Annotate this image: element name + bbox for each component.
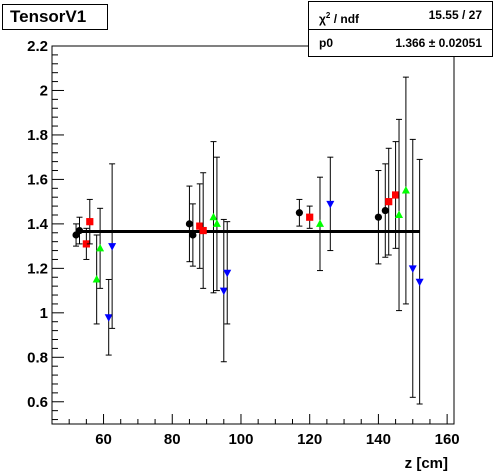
y-tick-label: 1.2 xyxy=(27,260,48,277)
data-point-triangle-down xyxy=(326,200,335,209)
data-point-circle xyxy=(374,213,383,221)
data-point-square xyxy=(391,191,400,199)
data-point-square xyxy=(196,222,204,230)
y-tick-label: 1.4 xyxy=(27,216,49,233)
data-point-square xyxy=(306,213,314,221)
x-tick-label: 140 xyxy=(366,431,391,448)
data-point-triangle-down xyxy=(408,265,417,273)
data-point-triangle-up xyxy=(92,274,101,283)
y-tick-label: 1 xyxy=(40,305,48,322)
chi2-ndf-value: 15.55 / 27 xyxy=(428,8,482,22)
y-tick-label: 1.6 xyxy=(27,171,48,188)
data-point-circle xyxy=(295,209,303,217)
data-point-triangle-down xyxy=(415,278,424,287)
data-point-triangle-down xyxy=(104,314,113,322)
x-tick-label: 80 xyxy=(164,431,181,448)
x-tick-label: 60 xyxy=(95,431,112,448)
data-point-circle xyxy=(189,231,197,239)
data-point-circle xyxy=(381,206,389,215)
data-point-square xyxy=(385,198,393,206)
y-tick-label: 1.8 xyxy=(27,127,48,144)
data-point-square xyxy=(86,218,94,226)
chi2-ndf-label: χ2 / ndf xyxy=(319,11,360,26)
data-point-circle xyxy=(185,220,194,228)
data-point-triangle-up xyxy=(401,186,410,194)
axis-ticks xyxy=(51,45,448,424)
y-tick-label: 0.6 xyxy=(27,394,48,411)
y-tick-label: 0.8 xyxy=(27,349,48,366)
tick-labels: 60 80 100 120 140 160 0.6 0.8 1 1.2 1.4 1.6 1.8 2 2.2 xyxy=(27,38,460,448)
stats-row-chi2: χ2 / ndf 15.55 / 27 xyxy=(309,2,492,30)
data-point-circle xyxy=(75,226,84,235)
stats-row-p0: p0 1.366 ± 0.02051 xyxy=(309,30,492,57)
data-point-triangle-down xyxy=(223,269,232,278)
data-points xyxy=(72,76,424,405)
data-point-triangle-down xyxy=(219,287,228,296)
x-tick-label: 120 xyxy=(297,431,322,448)
fit-stats-box: χ2 / ndf 15.55 / 27 p0 1.366 ± 0.02051 xyxy=(308,1,493,57)
p0-label: p0 xyxy=(319,36,334,50)
plot-frame xyxy=(51,45,455,425)
data-point-triangle-up xyxy=(316,219,324,227)
chart-title: TensorV1 xyxy=(2,4,108,30)
y-tick-label: 2.2 xyxy=(27,38,48,55)
x-axis-title: z [cm] xyxy=(405,455,448,472)
data-point-triangle-down xyxy=(108,243,117,251)
data-point-triangle-up xyxy=(96,243,105,252)
p0-value: 1.366 ± 0.02051 xyxy=(395,36,482,50)
chart-title-text: TensorV1 xyxy=(10,7,87,26)
y-tick-label: 2 xyxy=(40,82,48,99)
data-point-square xyxy=(82,240,90,248)
data-point-triangle-up xyxy=(395,210,404,218)
data-point-triangle-up xyxy=(212,219,221,227)
x-tick-label: 100 xyxy=(228,431,253,448)
plot-area-border xyxy=(51,45,455,425)
x-tick-label: 160 xyxy=(435,431,460,448)
data-point-triangle-up xyxy=(209,212,218,221)
data-point-square xyxy=(199,226,207,235)
